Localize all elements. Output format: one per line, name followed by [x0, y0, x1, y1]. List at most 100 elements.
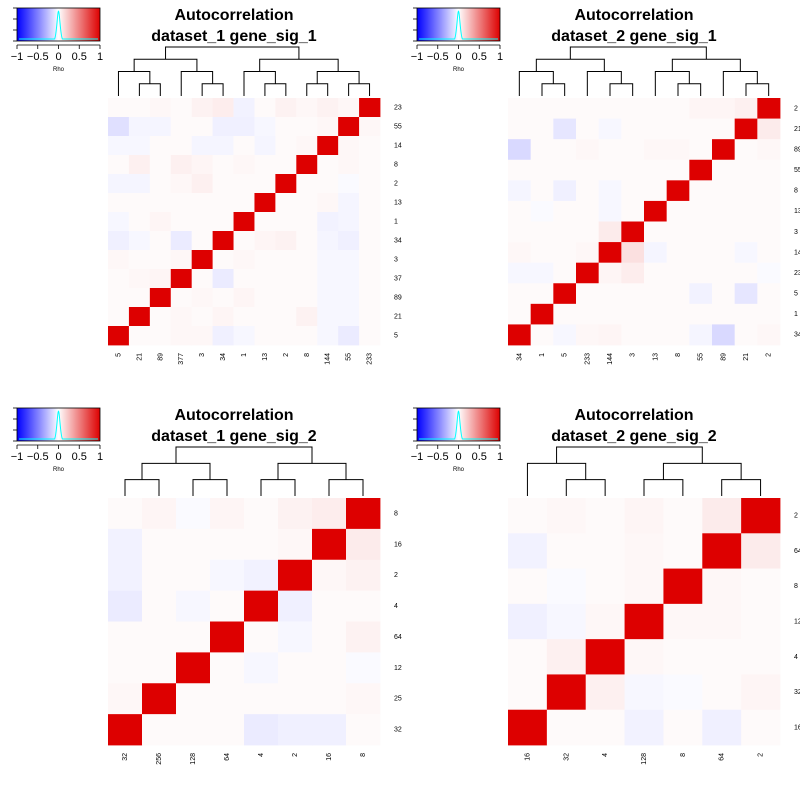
heatmap-cell — [644, 303, 668, 325]
heatmap-cell — [212, 212, 234, 232]
heatmap-cell — [663, 498, 703, 534]
heatmap-cell — [359, 193, 381, 213]
heatmap-cell — [508, 98, 532, 119]
heatmap-cell — [278, 621, 313, 653]
heatmap-cell — [734, 242, 758, 264]
heatmap-cell — [278, 714, 313, 746]
heatmap-cell — [254, 174, 276, 194]
heatmap-cell — [644, 159, 668, 181]
heatmap-cell — [553, 180, 577, 202]
heatmap-cell — [576, 303, 600, 325]
heatmap-cell — [553, 283, 577, 305]
heatmap-cell — [553, 262, 577, 284]
heatmap-cell — [689, 324, 713, 346]
heatmap-cell — [296, 326, 318, 346]
heatmap-cell — [176, 714, 211, 746]
dendrogram-branch — [165, 46, 300, 60]
heatmap-cell — [530, 98, 554, 119]
dendrogram-branch — [124, 479, 160, 496]
heatmap-cell — [170, 193, 193, 213]
row-label: 8 — [794, 188, 798, 195]
heatmap-cell — [142, 528, 177, 561]
row-label: 2 — [394, 181, 398, 188]
color-key-gradient — [416, 7, 501, 42]
heatmap-cell — [275, 98, 297, 118]
column-dendrogram — [526, 446, 762, 496]
row-label: 23 — [794, 270, 800, 277]
heatmap-cell — [233, 269, 255, 289]
column-label: 4 — [602, 753, 609, 757]
heatmap-cell — [233, 155, 255, 175]
dendrogram-branch — [277, 462, 347, 480]
heatmap-cell — [346, 683, 381, 715]
color-key-tick-label: 1 — [497, 451, 503, 463]
dendrogram-branch — [556, 446, 703, 464]
heatmap-cell — [212, 250, 234, 270]
heatmap-cell — [546, 709, 587, 746]
heatmap-cell — [212, 193, 234, 213]
heatmap-cell — [546, 533, 587, 569]
heatmap-cell — [128, 269, 151, 289]
heatmap-cell — [757, 200, 781, 222]
heatmap-cell — [530, 200, 554, 222]
color-key-tick-label: −0.5 — [27, 451, 49, 463]
heatmap-cell — [176, 590, 211, 622]
heatmap-cell — [644, 139, 668, 161]
heatmap-cell — [170, 250, 193, 270]
heatmap-cell — [108, 98, 130, 118]
chart-subtitle: dataset_1 gene_sig_2 — [151, 428, 317, 445]
heatmap-cell — [108, 136, 130, 156]
row-label: 55 — [394, 124, 402, 131]
color-key-label: Rho — [453, 67, 465, 73]
column-label: 4 — [258, 753, 265, 757]
heatmap-cell — [689, 159, 713, 181]
heatmap-cell — [530, 159, 554, 181]
heatmap-cell — [666, 283, 690, 305]
row-label: 2 — [394, 572, 398, 579]
column-label: 8 — [680, 753, 687, 757]
heatmap-cell — [712, 139, 736, 161]
heatmap-cell — [530, 221, 554, 243]
color-key-tick-label: 0.5 — [72, 451, 87, 463]
heatmap-cell — [254, 269, 276, 289]
heatmap-cell — [576, 324, 600, 346]
heatmap-cell — [338, 326, 360, 346]
heatmap-cell — [244, 528, 279, 561]
heatmap-cell — [598, 221, 622, 243]
heatmap-cell — [359, 250, 381, 270]
column-label: 55 — [346, 353, 353, 361]
heatmap-cell — [621, 242, 645, 264]
chart-title: Autocorrelation — [574, 407, 693, 424]
dendrogram-branch — [201, 83, 224, 96]
heatmap-cell — [275, 193, 297, 213]
heatmap-cell — [296, 212, 318, 232]
heatmap-cell — [317, 288, 339, 308]
row-label: 2 — [794, 105, 798, 112]
heatmap-cell — [576, 159, 600, 181]
heatmap-cell — [666, 139, 690, 161]
heatmap-cell — [741, 674, 781, 711]
dendrogram-branch — [175, 446, 313, 464]
heatmap-cell — [666, 98, 690, 119]
column-label: 128 — [190, 753, 197, 765]
row-label: 3 — [794, 229, 798, 236]
column-label: 144 — [607, 353, 614, 365]
color-key-density — [19, 410, 98, 440]
heatmap-cell — [233, 307, 255, 327]
heatmap-cell — [644, 180, 668, 202]
heatmap-cell — [576, 283, 600, 305]
heatmap-cell — [275, 307, 297, 327]
heatmap-cell — [296, 117, 318, 137]
color-key-tick-label: 1 — [97, 451, 103, 463]
heatmap-cell — [546, 603, 587, 640]
heatmap-cell — [254, 98, 276, 118]
heatmap-cell — [170, 307, 193, 327]
color-key-density — [419, 10, 498, 40]
chart-subtitle: dataset_2 gene_sig_1 — [551, 28, 717, 45]
heatmap-cell — [254, 136, 276, 156]
heatmap-cell — [689, 283, 713, 305]
heatmap-cell — [598, 200, 622, 222]
heatmap-cell — [712, 180, 736, 202]
heatmap-cell — [621, 221, 645, 243]
